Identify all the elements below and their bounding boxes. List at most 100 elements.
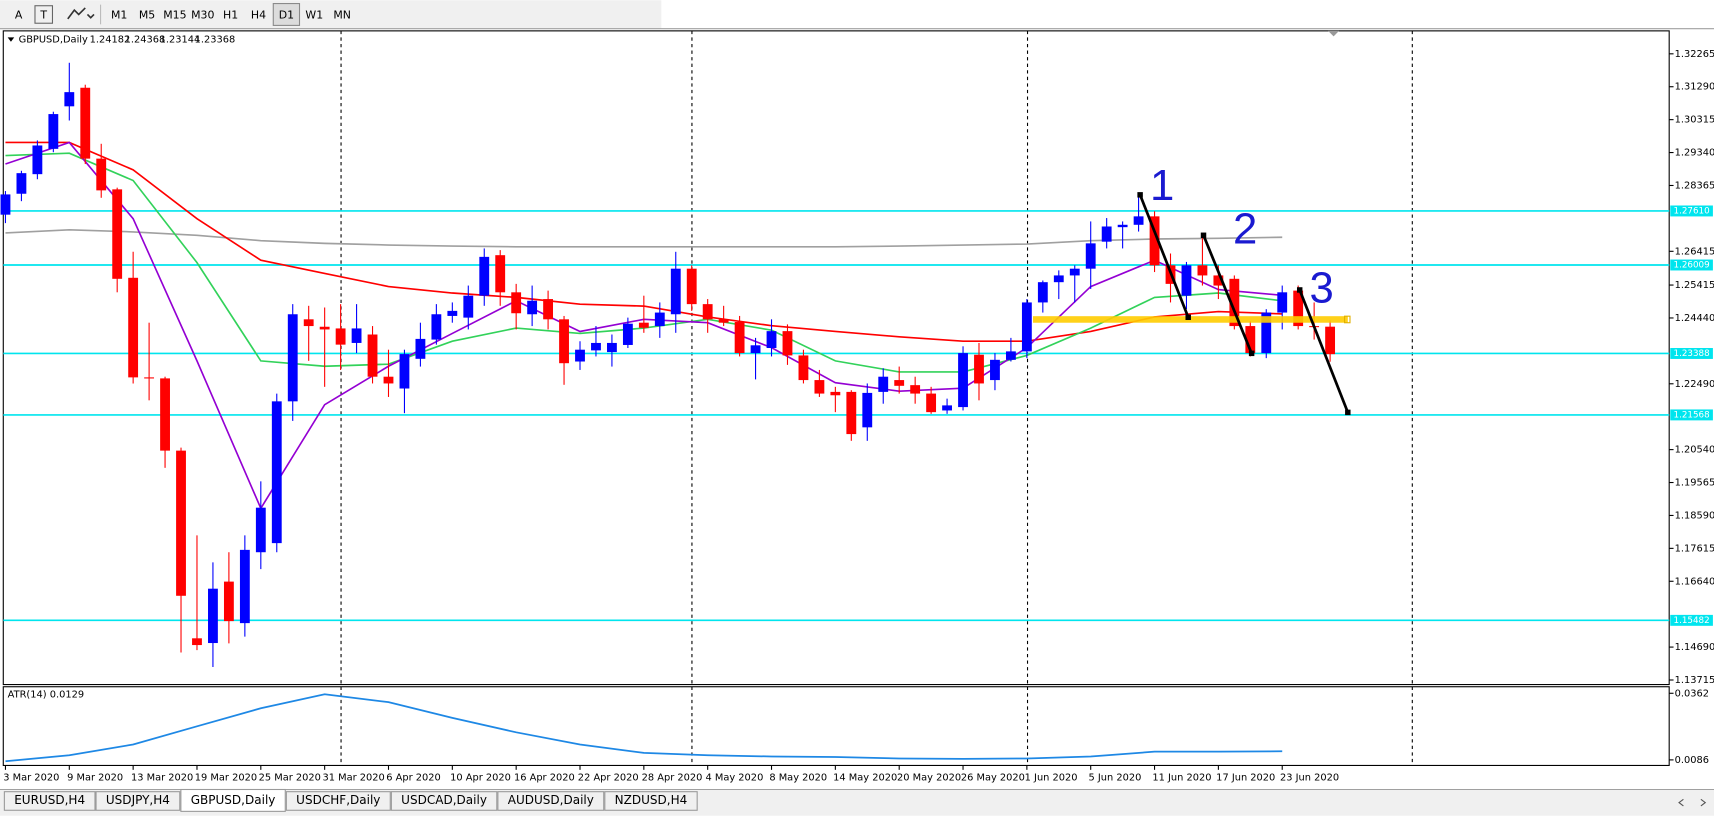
candle-body [112, 189, 123, 279]
candle-body [1325, 326, 1336, 355]
candle-body [1069, 268, 1080, 276]
candle-body [1085, 243, 1096, 269]
candle-body [351, 328, 362, 343]
timeframe-button[interactable]: M15 [163, 9, 186, 22]
candle-body [942, 405, 952, 411]
y-tick-label: 1.31290 [1675, 82, 1714, 93]
y-tick-label: 1.18590 [1675, 510, 1714, 521]
x-tick-label: 26 May 2020 [961, 772, 1025, 783]
timeframe-button[interactable]: M30 [191, 9, 214, 22]
candle-body [1293, 290, 1304, 327]
trend-handle [1296, 287, 1303, 293]
candle-body [255, 507, 266, 553]
x-tick-label: 13 Mar 2020 [131, 772, 193, 783]
chart-tab-box [95, 791, 181, 811]
candle-body [1117, 224, 1128, 228]
candle-body [176, 450, 186, 596]
candle-body [463, 295, 474, 318]
chart-tab[interactable]: USDCAD,Daily [401, 793, 487, 807]
candle-body [830, 391, 841, 396]
y-tick-label: 1.14690 [1675, 642, 1714, 653]
x-tick-label: 1 Jun 2020 [1025, 772, 1078, 783]
trend-line [1298, 289, 1350, 413]
chart-tab[interactable]: AUDUSD,Daily [508, 793, 594, 807]
timeframe-button[interactable]: H1 [223, 9, 238, 22]
candle-body [622, 323, 633, 345]
header-high: 1.24368 [125, 35, 166, 46]
wave-label: 3 [1310, 264, 1334, 313]
candle-body [144, 377, 155, 379]
candle-body [702, 304, 713, 320]
candle-body [1005, 351, 1016, 360]
level-label: 1.23388 [1674, 349, 1710, 359]
level-label: 1.27610 [1674, 206, 1710, 216]
text-label-tool-glyph: T [39, 9, 47, 22]
chart-tab-box [180, 788, 286, 812]
objects-tool[interactable] [67, 7, 95, 20]
y-tick-label: 1.22490 [1675, 379, 1714, 390]
candle-body [0, 194, 11, 215]
candle-body [64, 92, 75, 107]
candle-body [846, 391, 857, 435]
candle-body [415, 338, 426, 359]
candle-body [750, 345, 761, 354]
x-tick-label: 9 Mar 2020 [67, 772, 123, 783]
chart-tab[interactable]: EURUSD,H4 [14, 793, 85, 807]
chart-title: GBPUSD,Daily [19, 35, 88, 46]
header-open: 1.24182 [90, 35, 131, 46]
tool-button[interactable]: A [15, 9, 23, 22]
timeframe-button[interactable]: M5 [139, 9, 155, 22]
candle-body [686, 268, 697, 305]
y-tick-label: 1.24440 [1675, 313, 1714, 324]
candle-body [734, 322, 745, 354]
timeframe-button[interactable]: W1 [305, 9, 323, 22]
chart-tab[interactable]: GBPUSD,Daily [191, 793, 276, 807]
header-low: 1.23144 [160, 35, 201, 46]
timeframe-button[interactable]: D1 [279, 9, 294, 22]
candle-body [128, 277, 139, 378]
x-tick-label: 8 May 2020 [769, 772, 827, 783]
y-tick-label: 1.13715 [1675, 675, 1714, 686]
candle-body [511, 292, 522, 314]
candle-body [160, 378, 170, 451]
candle-body [1197, 265, 1208, 276]
tab-scroll-arrows[interactable] [1678, 798, 1707, 807]
x-tick-label: 10 Apr 2020 [450, 772, 511, 783]
text-label-tool[interactable] [34, 5, 54, 24]
level-label-box [1670, 205, 1713, 217]
candle-body [1149, 216, 1160, 266]
chart-tab[interactable]: NZDUSD,H4 [615, 793, 688, 807]
timeframe-button[interactable]: H4 [251, 9, 266, 22]
y2-tick-label: 0.0362 [1675, 688, 1709, 699]
candle-body [16, 173, 27, 194]
atr-line [5, 693, 1283, 763]
trend-handle [1185, 314, 1191, 321]
x-tick-label: 20 May 2020 [897, 772, 961, 783]
candle-body [1261, 312, 1272, 354]
y-tick-label: 1.17615 [1675, 543, 1714, 554]
chart-tab[interactable]: USDJPY,H4 [106, 793, 170, 807]
candle-body [638, 322, 649, 328]
trend-line [1138, 194, 1190, 318]
candle-body [670, 268, 681, 315]
timeframe-button[interactable]: M1 [111, 9, 127, 22]
timeframe-button[interactable]: MN [333, 9, 351, 22]
y-tick-label: 1.32265 [1675, 49, 1714, 60]
x-tick-label: 23 Jun 2020 [1280, 772, 1339, 783]
candle-body [208, 588, 218, 644]
candle-body [958, 353, 968, 408]
candle-body [48, 114, 59, 149]
chart-tab-box [285, 791, 391, 811]
atr-title: ATR(14) 0.0129 [8, 689, 84, 700]
candle-body [718, 319, 729, 323]
chart-tab-box [390, 791, 498, 811]
chart-tab[interactable]: USDCHF,Daily [296, 793, 380, 807]
x-tick-label: 5 Jun 2020 [1089, 772, 1142, 783]
level-label-box [1670, 409, 1713, 421]
main-plot-frame [2, 30, 1670, 686]
y2-tick-label: 0.0086 [1675, 755, 1709, 766]
candle-body [287, 314, 298, 402]
y-tick-label: 1.30315 [1675, 115, 1714, 126]
candle-body [926, 393, 937, 413]
candle-body [192, 638, 202, 646]
